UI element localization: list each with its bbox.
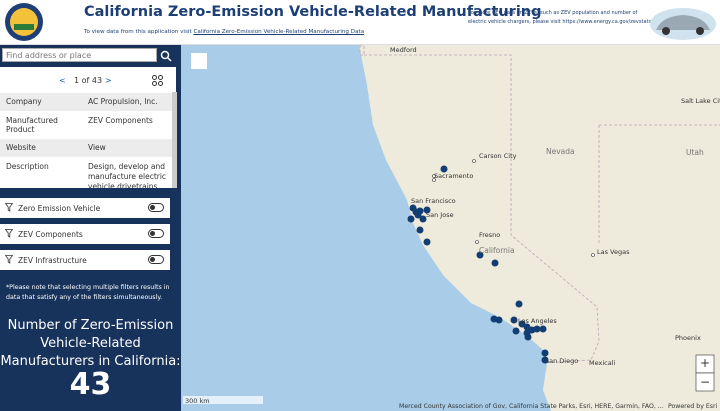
search-input[interactable]: Find address or place bbox=[2, 48, 157, 62]
filter-label: ZEV Infrastructure bbox=[18, 256, 87, 265]
filter-icon bbox=[5, 229, 13, 238]
field-name: Description bbox=[6, 162, 49, 171]
city-marker bbox=[475, 240, 479, 244]
pager-text: 1 of 43 bbox=[74, 76, 103, 85]
prev-button[interactable]: < bbox=[59, 76, 66, 85]
app-title: California Zero-Emission Vehicle-Related… bbox=[84, 4, 542, 20]
scrollbar[interactable] bbox=[172, 92, 177, 188]
city-marker bbox=[591, 253, 595, 257]
sidebar: Find address or place < 1 of 43 > Compan… bbox=[0, 45, 181, 411]
field-name: Company bbox=[6, 97, 42, 106]
state-borders bbox=[359, 45, 600, 364]
zoom-controls bbox=[695, 354, 715, 392]
city-label: San Jose bbox=[426, 211, 454, 219]
subtitle-text: To view data from this application visit bbox=[84, 29, 192, 35]
filter-label: ZEV Components bbox=[18, 230, 83, 239]
grid-icon[interactable] bbox=[152, 75, 163, 86]
state-label: California bbox=[479, 246, 515, 255]
powered-by: Powered by Esri bbox=[668, 403, 718, 410]
filter-toggle[interactable] bbox=[148, 203, 164, 212]
filter-toggle[interactable] bbox=[148, 229, 164, 238]
filter-icon bbox=[5, 203, 13, 212]
zoom-out-icon: − bbox=[700, 375, 710, 389]
zoom-out[interactable] bbox=[695, 372, 715, 392]
table-row: Company AC Propulsion, Inc. bbox=[0, 92, 172, 111]
city-label: Mexicali bbox=[589, 359, 616, 367]
table-row: Website View bbox=[0, 138, 172, 157]
count-label: Number of Zero-Emission Vehicle-Related … bbox=[0, 318, 181, 369]
filter-label: Zero Emission Vehicle bbox=[18, 204, 101, 213]
city-marker bbox=[432, 178, 436, 182]
search-icon[interactable] bbox=[160, 50, 172, 62]
pager: < 1 of 43 > bbox=[0, 67, 176, 93]
field-value[interactable]: View bbox=[88, 143, 106, 152]
map[interactable]: + − 300 km Medford Salt Lake City Carson C… bbox=[181, 45, 720, 411]
filter-row: Zero Emission Vehicle bbox=[0, 198, 170, 218]
scale-text: 300 km bbox=[185, 397, 210, 405]
city-label: Los Angeles bbox=[518, 317, 557, 325]
data-link[interactable]: California Zero-Emission Vehicle-Related… bbox=[193, 29, 365, 35]
city-label: Salt Lake City bbox=[681, 97, 720, 105]
table-row: Manufactured Product ZEV Components bbox=[0, 111, 172, 138]
attribution: Merced County Association of Gov, Califo… bbox=[399, 403, 664, 410]
filter-note: *Please note that selecting multiple fil… bbox=[6, 284, 170, 301]
zoom-in-icon: + bbox=[700, 356, 710, 370]
city-label: San Diego bbox=[545, 357, 578, 365]
field-value: AC Propulsion, Inc. bbox=[88, 97, 158, 106]
city-label: Carson City bbox=[479, 152, 517, 160]
city-label: Sacramento bbox=[434, 172, 473, 180]
city-marker bbox=[472, 159, 476, 163]
city-label: Phoenix bbox=[675, 334, 701, 342]
state-borders-east bbox=[598, 124, 720, 245]
city-label: Medford bbox=[390, 46, 417, 54]
state-label: Utah bbox=[686, 148, 704, 157]
city-label: Las Vegas bbox=[597, 248, 630, 256]
logo bbox=[5, 3, 43, 41]
city-label: San Francisco bbox=[411, 197, 456, 205]
table-row: Description Design, develop and manufactu… bbox=[0, 157, 172, 188]
field-name: Website bbox=[6, 143, 36, 152]
field-value: Design, develop and manufacture electric… bbox=[88, 162, 167, 188]
header: California Zero-Emission Vehicle-Related… bbox=[0, 0, 720, 45]
scale-bar bbox=[183, 396, 263, 404]
car-image bbox=[650, 8, 716, 40]
filter-row: ZEV Components bbox=[0, 224, 170, 244]
filter-icon bbox=[5, 255, 13, 264]
field-name: Manufactured Product bbox=[6, 116, 58, 134]
state-label: Nevada bbox=[546, 147, 575, 156]
filter-toggle[interactable] bbox=[148, 255, 164, 264]
qr-button[interactable] bbox=[191, 53, 207, 69]
count-value: 43 bbox=[69, 367, 112, 402]
city-marker bbox=[432, 174, 436, 178]
field-value: ZEV Components bbox=[88, 116, 153, 125]
filter-row: ZEV Infrastructure bbox=[0, 250, 170, 270]
attribute-table: Company AC Propulsion, Inc. Manufactured P… bbox=[0, 92, 172, 188]
manufacturer-points bbox=[407, 165, 549, 364]
next-button[interactable]: > bbox=[105, 76, 112, 85]
subtitle: To view data from this application visit… bbox=[84, 29, 364, 35]
ocean bbox=[181, 45, 551, 411]
more-info: For more CEC data on ZEVs, such as ZEV p… bbox=[468, 10, 652, 25]
city-label: Fresno bbox=[479, 231, 500, 239]
